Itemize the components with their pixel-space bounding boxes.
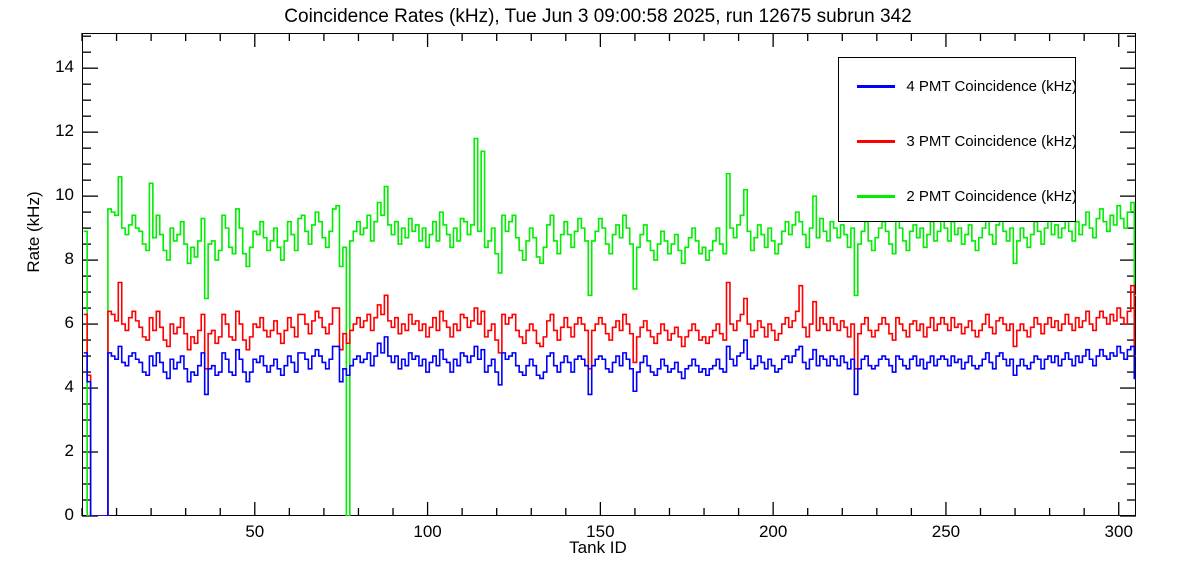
legend-entry[interactable]: 4 PMT Coincidence (kHz) <box>839 76 1077 96</box>
y-tick-label: 2 <box>64 441 74 461</box>
y-tick-label: 6 <box>64 313 74 333</box>
y-axis-title: Rate (kHz) <box>24 191 43 273</box>
y-tick-label: 4 <box>64 377 74 397</box>
legend-label: 3 PMT Coincidence (kHz) <box>906 132 1077 150</box>
series-line <box>83 336 1136 516</box>
x-axis-ticks <box>81 33 1120 516</box>
x-tick-label: 250 <box>931 522 961 541</box>
y-tick-label: 10 <box>55 185 74 205</box>
legend-color-swatch <box>857 194 896 198</box>
y-tick-label: 14 <box>55 57 74 77</box>
y-tick-label: 0 <box>64 505 74 524</box>
x-tick-label: 100 <box>413 522 442 541</box>
y-tick-label: 12 <box>55 121 74 141</box>
x-axis-title: Tank ID <box>569 538 627 557</box>
legend-label: 2 PMT Coincidence (kHz) <box>906 187 1077 205</box>
legend-entry[interactable]: 3 PMT Coincidence (kHz) <box>839 131 1077 151</box>
legend-label: 4 PMT Coincidence (kHz) <box>906 77 1077 95</box>
x-tick-label: 300 <box>1104 522 1133 541</box>
x-tick-label: 200 <box>758 522 788 541</box>
legend[interactable]: 4 PMT Coincidence (kHz) 3 PMT Coincidence… <box>838 57 1077 222</box>
legend-color-swatch <box>857 139 896 143</box>
data-series-layer <box>83 137 1136 516</box>
y-tick-label: 8 <box>64 249 74 269</box>
series-line <box>83 281 1136 516</box>
series-line <box>83 137 1136 516</box>
x-tick-label: 50 <box>245 522 265 541</box>
legend-entry[interactable]: 2 PMT Coincidence (kHz) <box>839 186 1077 206</box>
chart-title: Coincidence Rates (kHz), Tue Jun 3 09:00… <box>284 6 912 27</box>
legend-color-swatch <box>857 84 896 88</box>
x-tick-label: 150 <box>586 522 615 541</box>
